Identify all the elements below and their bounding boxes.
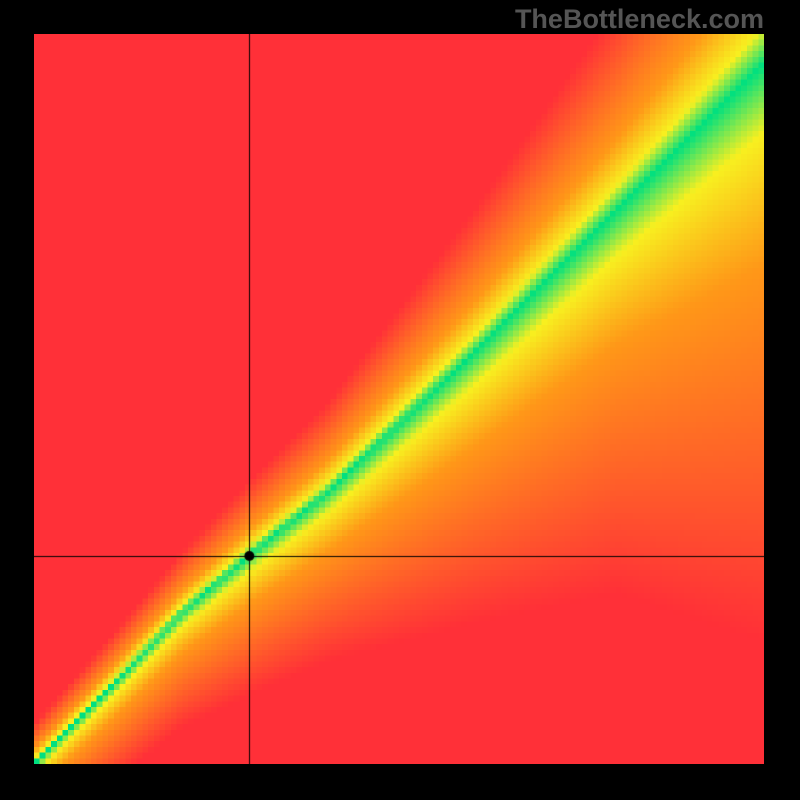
watermark-text: TheBottleneck.com [515,4,764,35]
crosshair-overlay [34,34,764,764]
chart-container: TheBottleneck.com [0,0,800,800]
